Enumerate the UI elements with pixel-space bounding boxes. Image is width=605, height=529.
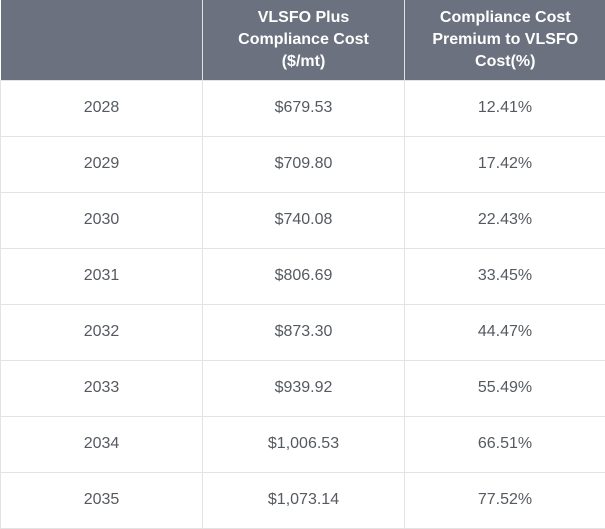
year-cell: 2029	[1, 136, 203, 192]
year-cell: 2034	[1, 416, 203, 472]
header-line: ($/mt)	[211, 51, 396, 73]
premium-cell: 44.47%	[405, 304, 605, 360]
premium-cell: 55.49%	[405, 360, 605, 416]
premium-cell: 77.52%	[405, 472, 605, 528]
header-row: VLSFO Plus Compliance Cost ($/mt) Compli…	[1, 0, 605, 80]
table-header: VLSFO Plus Compliance Cost ($/mt) Compli…	[1, 0, 605, 80]
cost-cell: $1,073.14	[203, 472, 405, 528]
cost-cell: $709.80	[203, 136, 405, 192]
year-cell: 2028	[1, 80, 203, 136]
table-row: 2031 $806.69 33.45%	[1, 248, 605, 304]
table-row: 2029 $709.80 17.42%	[1, 136, 605, 192]
table-row: 2032 $873.30 44.47%	[1, 304, 605, 360]
table-body: 2028 $679.53 12.41% 2029 $709.80 17.42% …	[1, 80, 605, 528]
table-row: 2030 $740.08 22.43%	[1, 192, 605, 248]
year-cell: 2033	[1, 360, 203, 416]
table-row: 2033 $939.92 55.49%	[1, 360, 605, 416]
premium-cell: 22.43%	[405, 192, 605, 248]
year-cell: 2035	[1, 472, 203, 528]
header-compliance-cost-premium: Compliance Cost Premium to VLSFO Cost(%)	[405, 0, 605, 80]
year-cell: 2030	[1, 192, 203, 248]
header-line: Compliance Cost	[413, 7, 598, 29]
premium-cell: 33.45%	[405, 248, 605, 304]
cost-cell: $939.92	[203, 360, 405, 416]
table-row: 2028 $679.53 12.41%	[1, 80, 605, 136]
header-line: Premium to VLSFO	[413, 29, 598, 51]
premium-cell: 66.51%	[405, 416, 605, 472]
premium-cell: 17.42%	[405, 136, 605, 192]
cost-cell: $873.30	[203, 304, 405, 360]
table-row: 2035 $1,073.14 77.52%	[1, 472, 605, 528]
header-line: VLSFO Plus	[211, 7, 396, 29]
header-vlsfo-plus-compliance-cost: VLSFO Plus Compliance Cost ($/mt)	[203, 0, 405, 80]
cost-cell: $806.69	[203, 248, 405, 304]
table-row: 2034 $1,006.53 66.51%	[1, 416, 605, 472]
year-cell: 2032	[1, 304, 203, 360]
cost-cell: $740.08	[203, 192, 405, 248]
year-cell: 2031	[1, 248, 203, 304]
header-line: Cost(%)	[413, 51, 598, 73]
header-line: Compliance Cost	[211, 29, 396, 51]
premium-cell: 12.41%	[405, 80, 605, 136]
header-year	[1, 0, 203, 80]
cost-cell: $679.53	[203, 80, 405, 136]
cost-cell: $1,006.53	[203, 416, 405, 472]
